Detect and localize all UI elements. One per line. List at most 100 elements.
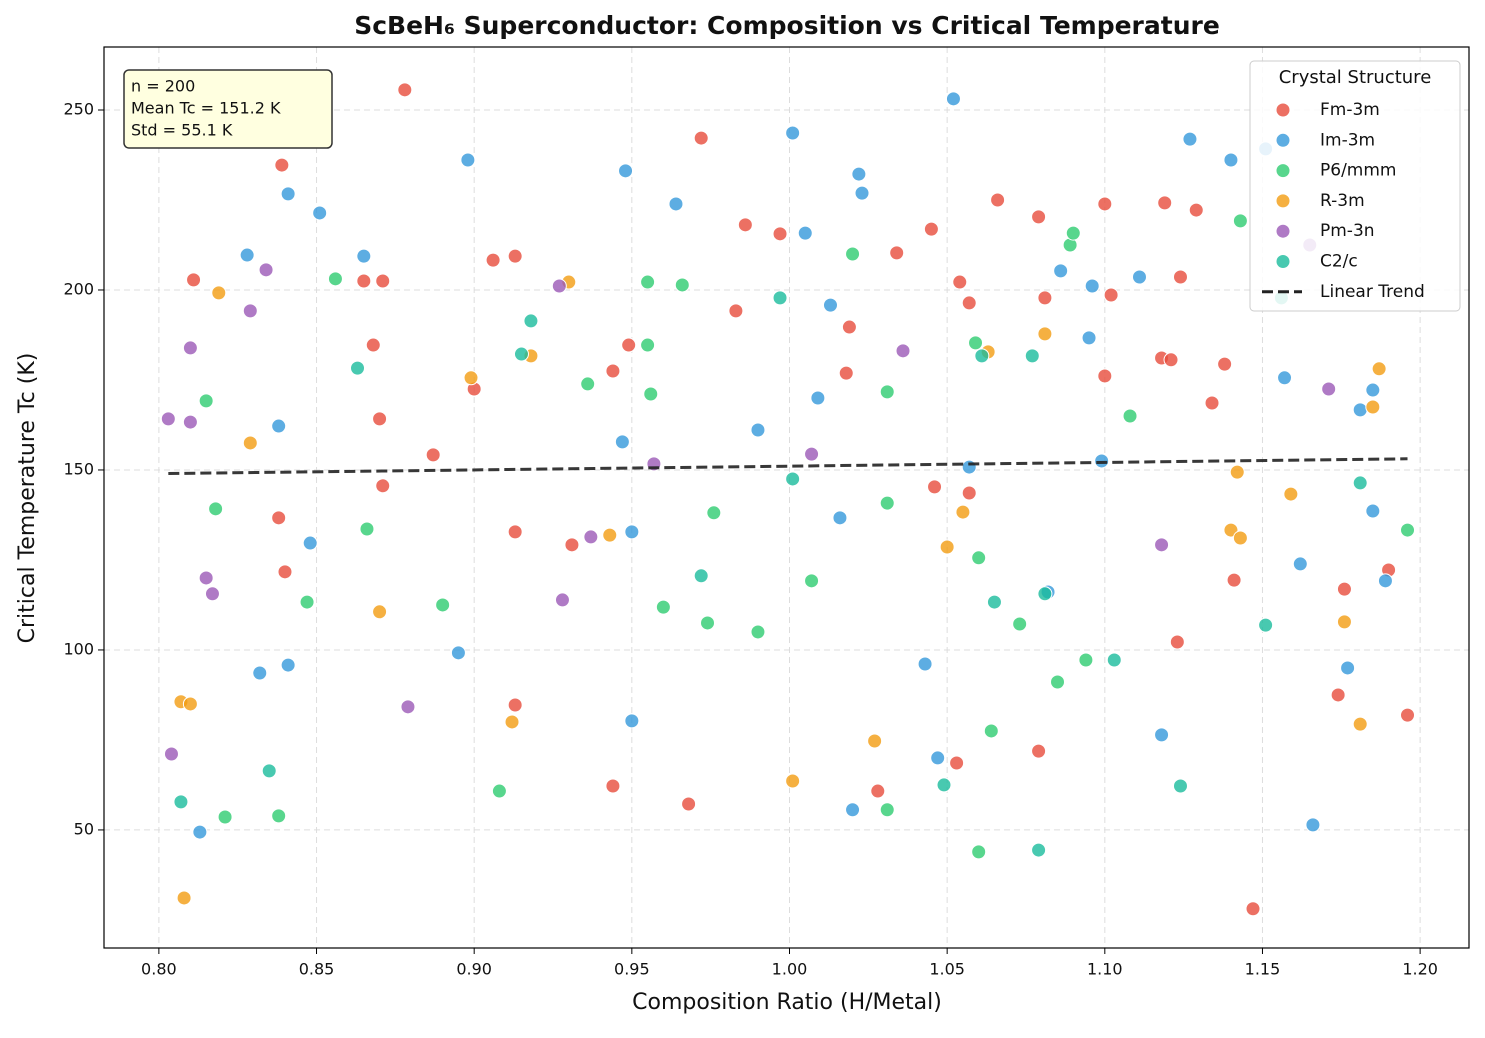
y-tick-label: 50	[74, 819, 94, 838]
point	[845, 802, 861, 818]
point	[1226, 572, 1242, 588]
point	[1365, 399, 1381, 415]
point	[971, 550, 987, 566]
point	[1154, 727, 1170, 743]
point	[854, 185, 870, 201]
point	[1258, 617, 1274, 633]
point	[1232, 530, 1248, 546]
point	[917, 656, 933, 672]
point	[277, 564, 293, 580]
point	[923, 221, 939, 237]
point	[1084, 278, 1100, 294]
point	[182, 414, 198, 430]
point	[879, 384, 895, 400]
point	[173, 794, 189, 810]
point	[961, 295, 977, 311]
legend-label: Linear Trend	[1320, 282, 1425, 302]
point	[750, 422, 766, 438]
legend-marker	[1275, 132, 1291, 148]
x-tick-label: 1.00	[772, 960, 808, 979]
point	[217, 809, 233, 825]
plot-frame	[103, 46, 1470, 949]
point	[564, 537, 580, 553]
y-axis-label: Critical Temperature Tc (K)	[15, 353, 40, 644]
point	[302, 535, 318, 551]
point	[867, 733, 883, 749]
point	[655, 599, 671, 615]
legend-marker	[1275, 102, 1291, 118]
point	[602, 527, 618, 543]
point	[986, 594, 1002, 610]
legend-label: R-3m	[1320, 191, 1365, 211]
point	[271, 418, 287, 434]
point	[643, 386, 659, 402]
point	[176, 890, 192, 906]
point	[832, 510, 848, 526]
point	[1371, 361, 1387, 377]
point	[1163, 352, 1179, 368]
point	[507, 524, 523, 540]
point	[1012, 616, 1028, 632]
point	[186, 272, 202, 288]
point	[1182, 131, 1198, 147]
point	[356, 273, 372, 289]
point	[1172, 269, 1188, 285]
point	[160, 411, 176, 427]
point	[879, 802, 895, 818]
legend-label: C2/c	[1320, 252, 1358, 272]
point	[583, 529, 599, 545]
point	[504, 714, 520, 730]
point	[365, 337, 381, 353]
point	[737, 217, 753, 233]
point	[198, 393, 214, 409]
point	[961, 485, 977, 501]
annotation-text: Std = 55.1 K	[131, 121, 233, 140]
point	[936, 777, 952, 793]
point	[605, 363, 621, 379]
point	[359, 521, 375, 537]
point	[242, 303, 258, 319]
annotation-text: n = 200	[131, 77, 195, 96]
point	[750, 624, 766, 640]
legend-marker	[1275, 193, 1291, 209]
point	[961, 459, 977, 475]
point	[797, 225, 813, 241]
point	[952, 274, 968, 290]
point	[1154, 537, 1170, 553]
point	[1037, 290, 1053, 306]
point	[507, 697, 523, 713]
point	[804, 573, 820, 589]
legend-label: Im-3m	[1320, 130, 1375, 150]
point	[785, 773, 801, 789]
point	[772, 226, 788, 242]
point	[1031, 743, 1047, 759]
point	[1188, 202, 1204, 218]
point	[945, 91, 961, 107]
legend-box	[1249, 60, 1461, 312]
point	[640, 274, 656, 290]
point	[1172, 778, 1188, 794]
point	[1037, 326, 1053, 342]
point	[624, 524, 640, 540]
point	[252, 665, 268, 681]
point	[971, 844, 987, 860]
point	[239, 247, 255, 263]
point	[356, 248, 372, 264]
point	[879, 495, 895, 511]
point	[1037, 586, 1053, 602]
x-tick-label: 0.80	[141, 960, 177, 979]
point	[198, 570, 214, 586]
point	[605, 778, 621, 794]
point	[1024, 348, 1040, 364]
point	[1229, 464, 1245, 480]
point	[974, 348, 990, 364]
point	[1078, 652, 1094, 668]
point	[460, 152, 476, 168]
legend-marker	[1275, 254, 1291, 269]
point	[192, 824, 208, 840]
x-tick-label: 0.90	[456, 960, 492, 979]
point	[580, 376, 596, 392]
point	[681, 796, 697, 812]
point	[271, 510, 287, 526]
point	[1204, 395, 1220, 411]
